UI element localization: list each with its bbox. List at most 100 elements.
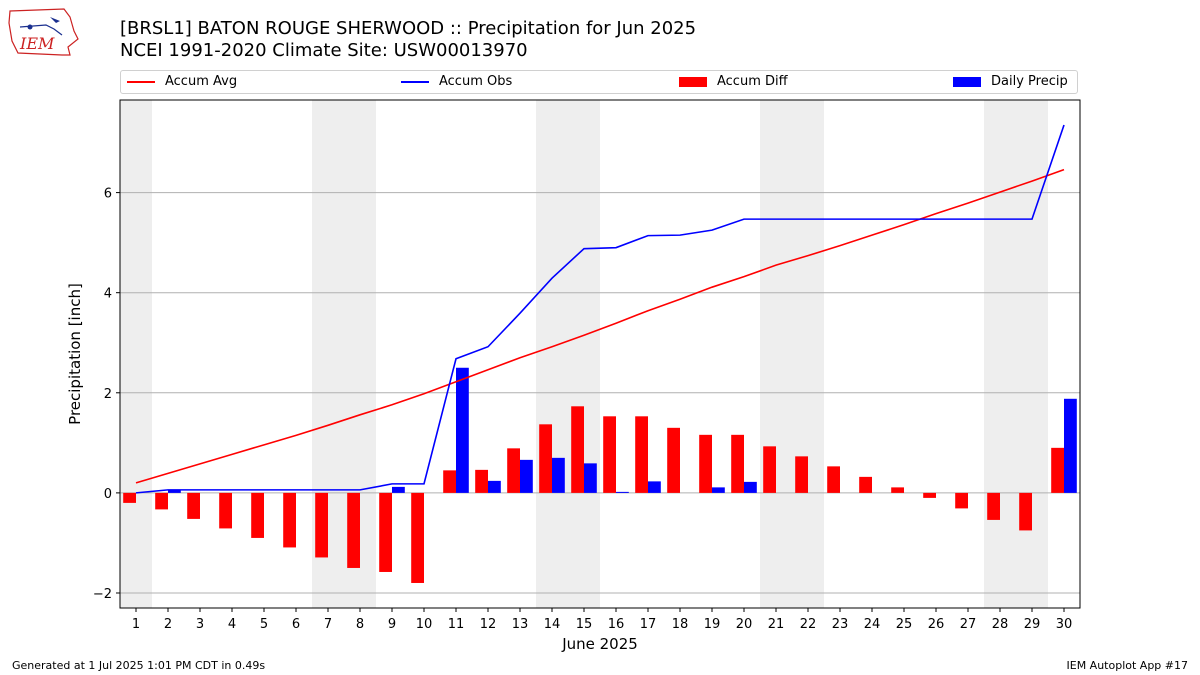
chart-subtitle: NCEI 1991-2020 Climate Site: USW00013970 <box>120 40 528 61</box>
x-tick-label: 23 <box>832 617 849 632</box>
generated-timestamp: Generated at 1 Jul 2025 1:01 PM CDT in 0… <box>12 659 266 672</box>
x-tick-label: 7 <box>324 617 332 632</box>
y-axis-label: Precipitation [inch] <box>66 283 84 425</box>
plot-frame <box>119 99 1081 609</box>
x-tick-label: 4 <box>228 617 236 632</box>
x-tick-label: 10 <box>416 617 433 632</box>
x-tick-label: 14 <box>544 617 561 632</box>
x-tick-label: 21 <box>768 617 785 632</box>
accum-diff-bar <box>667 427 680 493</box>
daily-precip-bar <box>744 481 757 493</box>
legend-swatch-accum-obs <box>401 80 429 83</box>
accum-diff-bar <box>1051 447 1064 493</box>
accum-diff-bar <box>1019 492 1032 531</box>
accum-diff-bar <box>923 492 936 498</box>
accum-diff-bar <box>859 476 872 493</box>
accum-diff-bar <box>699 434 712 493</box>
daily-precip-bar <box>712 487 725 493</box>
accum-diff-bar <box>155 492 168 510</box>
accum-diff-bar <box>731 434 744 493</box>
iowa-map-icon <box>8 8 79 56</box>
weekend-band <box>536 100 600 608</box>
x-tick-label: 15 <box>576 617 593 632</box>
legend-label-accum-diff: Accum Diff <box>717 74 788 89</box>
legend-item-accum-obs: Accum Obs <box>401 74 512 89</box>
daily-precip-bar <box>392 486 405 493</box>
x-tick-label: 3 <box>196 617 204 632</box>
accum-diff-bar <box>347 492 360 568</box>
accum-diff-bar <box>955 492 968 509</box>
accum-diff-bar <box>539 424 552 493</box>
daily-precip-bar <box>552 457 565 493</box>
accum-diff-bar <box>987 492 1000 520</box>
x-tick-label: 24 <box>864 617 881 632</box>
logo-text: IEM <box>19 34 55 53</box>
x-tick-label: 28 <box>992 617 1009 632</box>
accum-diff-bar <box>763 446 776 493</box>
x-tick-label: 20 <box>736 617 753 632</box>
weekend-band <box>120 100 152 608</box>
chart-legend: Accum Avg Accum Obs Accum Diff Daily Pre… <box>120 70 1078 94</box>
x-tick-label: 16 <box>608 617 625 632</box>
y-tick-label: −2 <box>93 587 112 602</box>
x-tick-label: 26 <box>928 617 945 632</box>
legend-item-daily-precip: Daily Precip <box>953 74 1068 89</box>
chart-title: [BRSL1] BATON ROUGE SHERWOOD :: Precipit… <box>120 18 697 39</box>
accum-diff-bar <box>795 456 808 493</box>
accum-diff-bar <box>475 469 488 493</box>
accum-diff-bar <box>603 416 616 493</box>
y-tick-label: 6 <box>104 187 112 202</box>
weekend-band <box>984 100 1048 608</box>
accum-diff-bar <box>315 492 328 558</box>
x-tick-label: 6 <box>292 617 300 632</box>
legend-swatch-daily-precip <box>953 76 981 87</box>
x-tick-label: 11 <box>448 617 465 632</box>
x-tick-label: 17 <box>640 617 657 632</box>
daily-precip-bar <box>648 481 661 493</box>
legend-label-accum-avg: Accum Avg <box>165 74 238 89</box>
legend-item-accum-avg: Accum Avg <box>127 74 237 89</box>
accum-avg-line <box>135 168 1065 484</box>
daily-precip-bar <box>520 459 533 493</box>
x-tick-label: 18 <box>672 617 689 632</box>
accum-diff-bar <box>411 492 424 583</box>
legend-swatch-accum-diff <box>679 76 707 87</box>
legend-label-daily-precip: Daily Precip <box>991 74 1068 89</box>
legend-item-accum-diff: Accum Diff <box>679 74 788 89</box>
iem-logo: IEM <box>8 8 79 56</box>
x-tick-label: 22 <box>800 617 817 632</box>
x-tick-label: 27 <box>960 617 977 632</box>
daily-precip-bar <box>456 367 469 493</box>
accum-diff-bar <box>635 416 648 493</box>
x-tick-label: 2 <box>164 617 172 632</box>
accum-diff-bar <box>379 492 392 572</box>
legend-label-accum-obs: Accum Obs <box>439 74 513 89</box>
legend-swatch-accum-avg <box>127 80 155 83</box>
accum-diff-bar <box>187 492 200 519</box>
accum-obs-line <box>135 124 1065 494</box>
x-tick-label: 13 <box>512 617 529 632</box>
accum-diff-bar <box>251 492 264 538</box>
daily-precip-bar <box>488 480 501 493</box>
x-axis-label: June 2025 <box>561 635 638 653</box>
y-tick-label: 2 <box>104 387 112 402</box>
x-tick-label: 19 <box>704 617 721 632</box>
daily-precip-bar <box>616 491 629 493</box>
accum-diff-bar <box>219 492 232 529</box>
daily-precip-bar <box>1064 398 1077 493</box>
app-credit: IEM Autoplot App #17 <box>1066 659 1189 672</box>
accum-diff-bar <box>507 448 520 493</box>
x-tick-label: 12 <box>480 617 497 632</box>
x-tick-label: 29 <box>1024 617 1041 632</box>
x-tick-label: 8 <box>356 617 364 632</box>
accum-diff-bar <box>827 466 840 493</box>
accum-diff-bar <box>571 406 584 493</box>
x-tick-label: 25 <box>896 617 913 632</box>
x-tick-label: 9 <box>388 617 396 632</box>
x-tick-label: 1 <box>132 617 140 632</box>
y-tick-label: 0 <box>104 487 112 502</box>
daily-precip-bar <box>584 463 597 493</box>
x-tick-label: 30 <box>1056 617 1073 632</box>
x-tick-label: 5 <box>260 617 268 632</box>
